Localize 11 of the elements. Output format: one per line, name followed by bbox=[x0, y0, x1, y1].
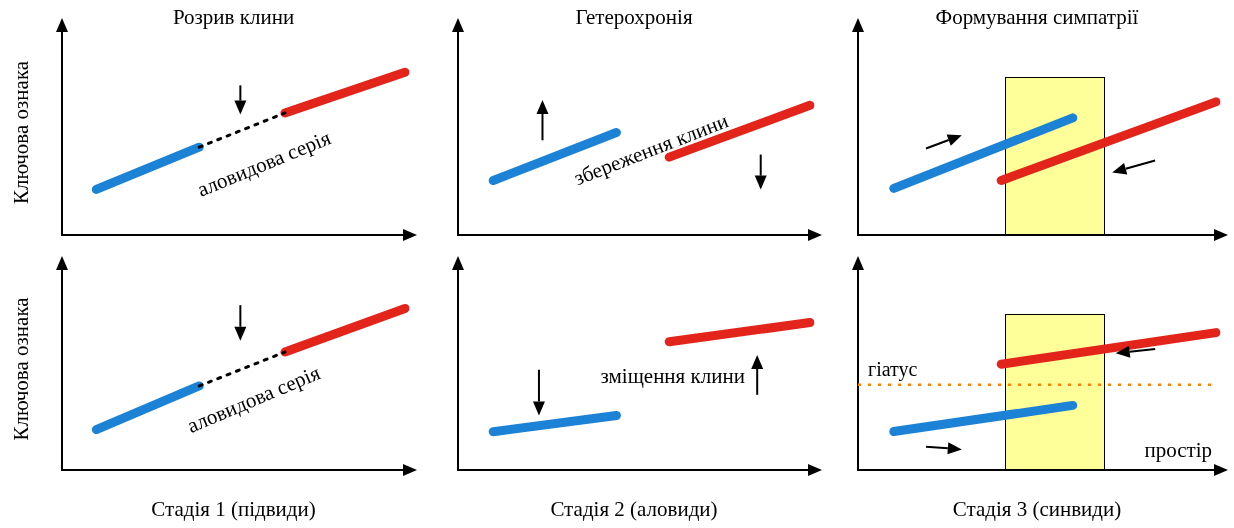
annotation: зміщення клини bbox=[600, 363, 745, 388]
text: Стадія 3 (синвиди) bbox=[952, 497, 1122, 521]
chart-title: Формування симпатрії bbox=[935, 5, 1139, 29]
chart-title: Гетерохронія bbox=[575, 5, 693, 29]
ref-line-label: гіатус bbox=[868, 358, 918, 382]
text: Стадія 2 (аловиди) bbox=[550, 497, 718, 521]
x-axis-title: простір bbox=[1144, 438, 1212, 463]
y-axis-title: Ключова ознака bbox=[8, 296, 33, 441]
text: Стадія 1 (підвиди) bbox=[151, 497, 316, 521]
y-axis-title: Ключова ознака bbox=[8, 60, 33, 205]
chart-title: Розрив клини bbox=[172, 5, 295, 29]
